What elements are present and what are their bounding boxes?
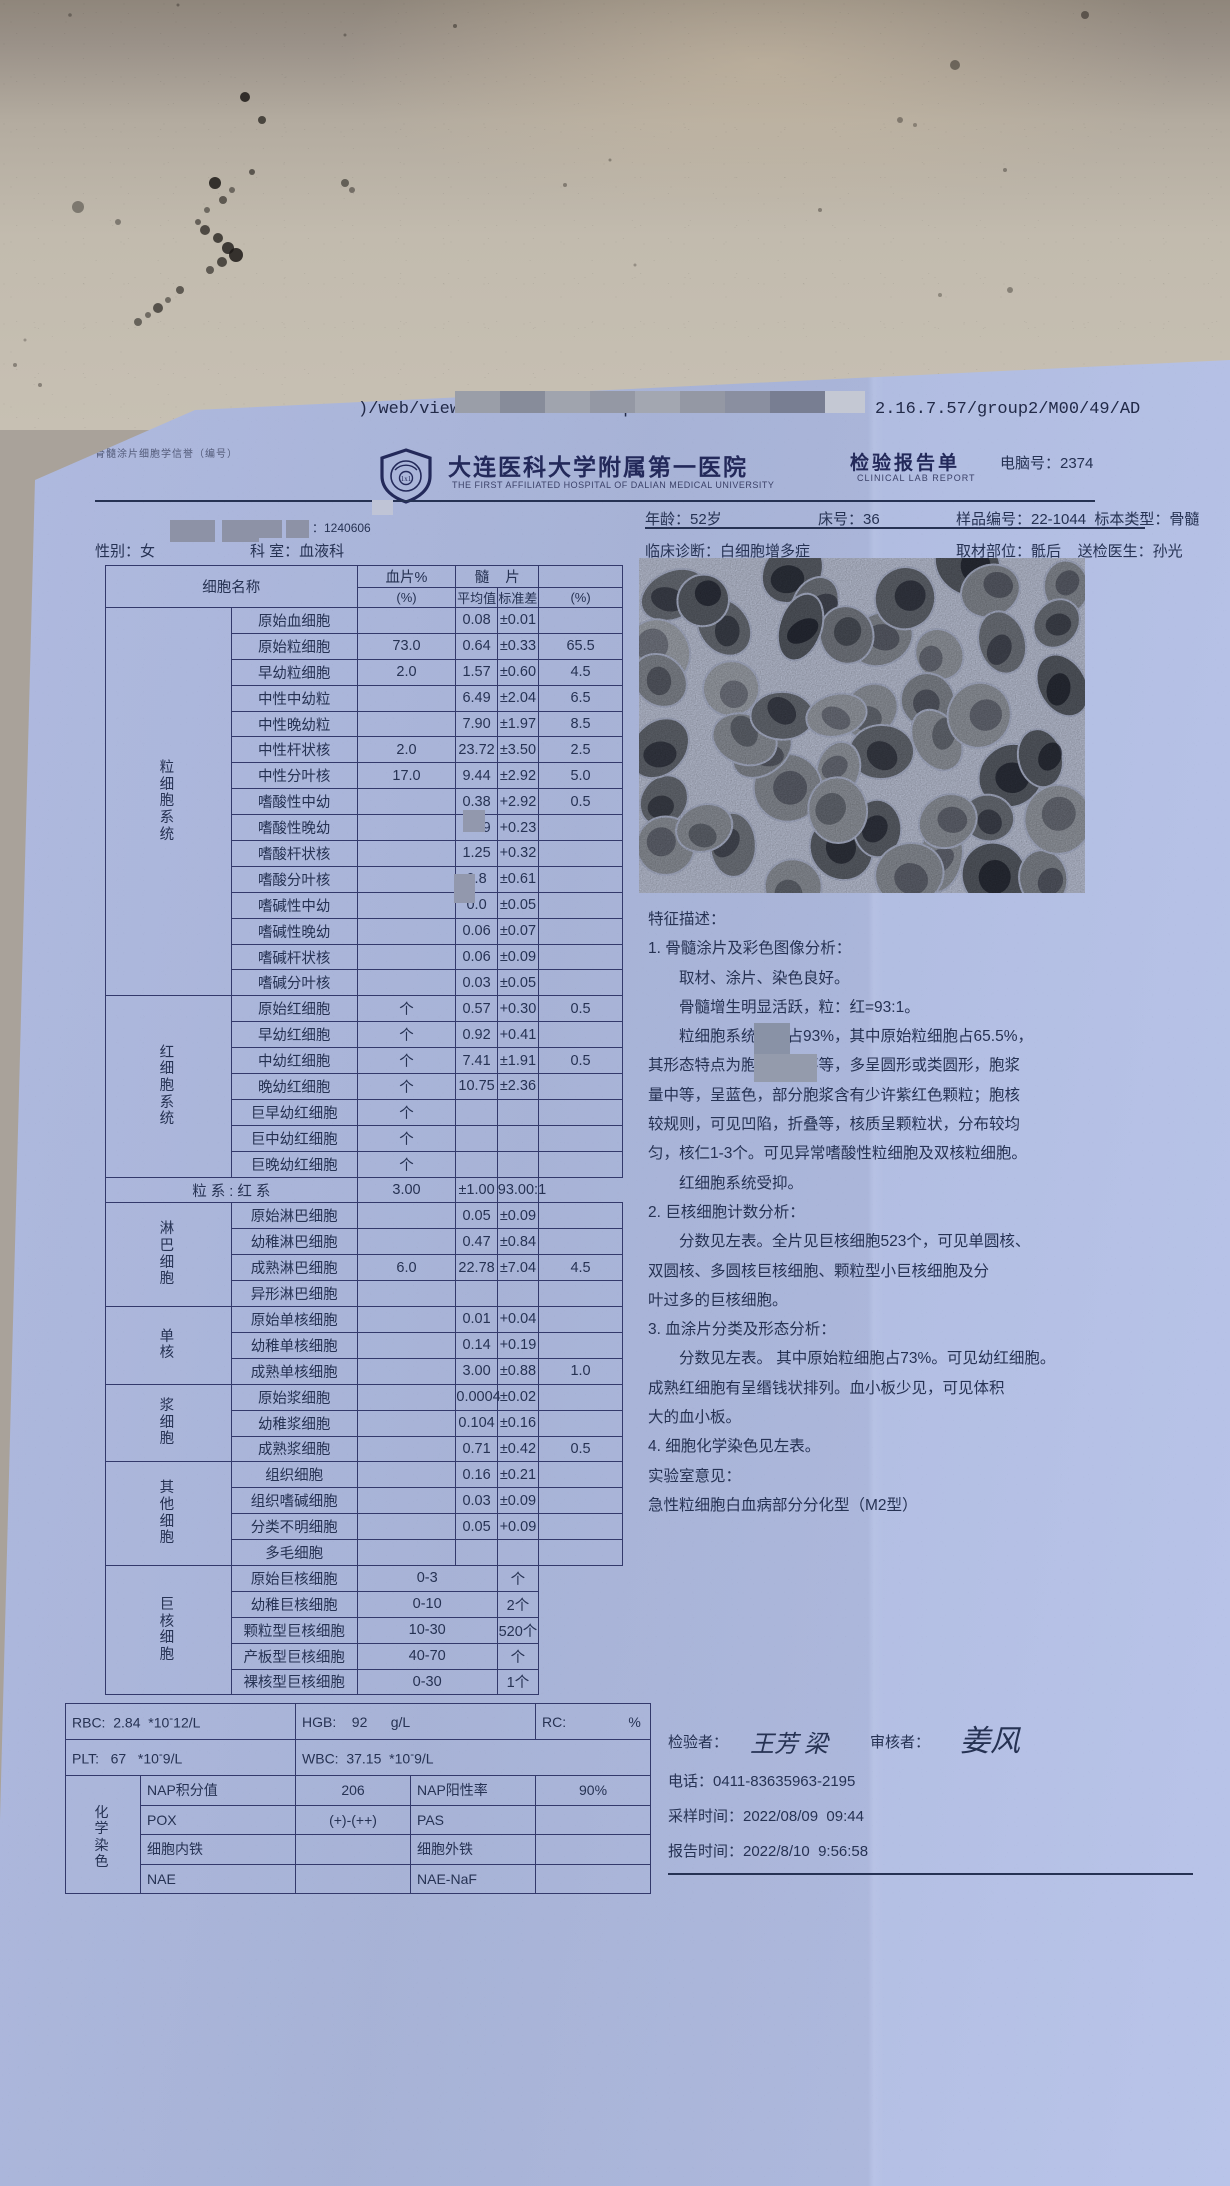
svg-text:1x1: 1x1	[401, 475, 412, 483]
